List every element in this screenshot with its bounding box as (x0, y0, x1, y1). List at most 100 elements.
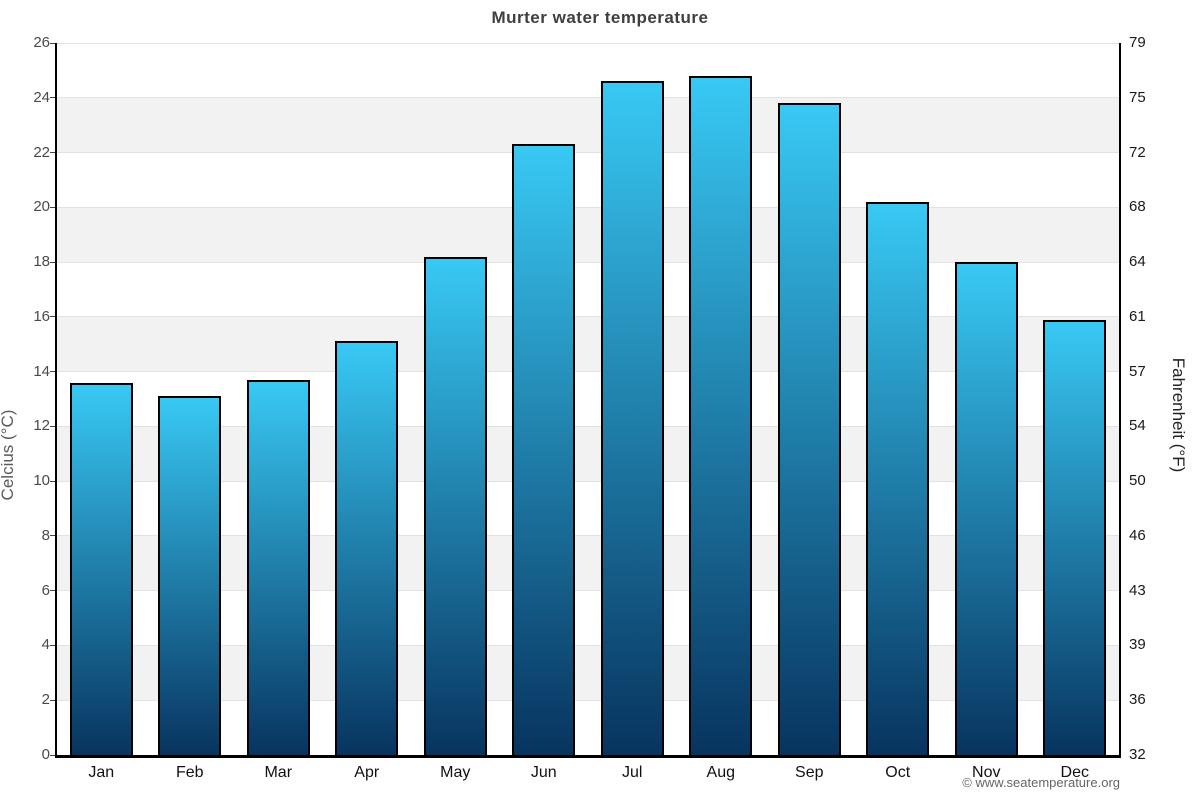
y-left-tick-label: 26 (33, 34, 50, 51)
x-tick-label-jul: Jul (622, 764, 643, 781)
y-right-tick-label: 39 (1129, 636, 1146, 654)
y-left-tick-mark (50, 152, 57, 154)
y-left-tick-label: 16 (33, 307, 50, 325)
grid-band-white (57, 152, 1119, 208)
gridline-6c (57, 590, 1119, 592)
y-left-tick-label: 24 (33, 88, 50, 106)
grid-band-white (57, 371, 1119, 427)
y-right-tick-label: 57 (1129, 362, 1146, 380)
x-tick-label-nov: Nov (972, 764, 1001, 781)
gridline-4c (57, 644, 1119, 646)
y-left-tick-mark (50, 206, 57, 208)
y-left-tick-label: 14 (33, 362, 50, 380)
grid-band-white (57, 481, 1119, 536)
y-left-tick-mark (50, 699, 57, 701)
y-right-tick-label: 43 (1129, 581, 1146, 599)
grid-band-gray (57, 316, 1119, 372)
y-right-tick-label: 61 (1129, 307, 1146, 325)
x-tick-label-feb: Feb (175, 764, 204, 781)
grid-band-gray (57, 535, 1119, 591)
y-right-tick-label: 36 (1129, 691, 1146, 709)
y-axis-right-title: Fahrenheit (°F) (1169, 357, 1188, 473)
gridline-22c (57, 152, 1119, 154)
bar-oct (866, 201, 930, 755)
grid-band-gray (57, 426, 1119, 482)
x-tick-label-oct: Oct (885, 764, 911, 781)
footer-credit: © www.seatemperature.org (962, 775, 1120, 790)
y-right-tick-label: 50 (1129, 472, 1146, 490)
y-axis-right-line (1119, 43, 1121, 757)
y-right-tick-label: 64 (1129, 253, 1146, 271)
x-tick-label-mar: Mar (264, 764, 293, 781)
gridline-2c (57, 699, 1119, 701)
y-left-tick-label: 6 (41, 581, 50, 599)
gridline-10c (57, 480, 1119, 482)
grid-band-white (57, 700, 1119, 755)
bar-sep (777, 103, 841, 755)
y-right-tick-label: 46 (1129, 526, 1146, 544)
bar-aug (689, 75, 753, 755)
grid-band-white (57, 590, 1119, 646)
y-left-tick-mark (50, 535, 57, 537)
x-axis-line (55, 755, 1121, 758)
y-left-tick-label: 8 (41, 526, 50, 544)
grid-band-gray (57, 645, 1119, 701)
y-right-tick-label: 32 (1129, 746, 1146, 763)
gridline-8c (57, 535, 1119, 537)
bar-mar (246, 379, 310, 755)
x-tick-label-apr: Apr (354, 764, 380, 781)
y-axis-left-line (55, 43, 57, 757)
gridline-20c (57, 206, 1119, 208)
x-tick-label-sep: Sep (795, 764, 824, 781)
y-left-tick-mark (50, 261, 57, 263)
gridline-14c (57, 371, 1119, 373)
gridline-12c (57, 425, 1119, 427)
y-right-tick-label: 75 (1129, 88, 1146, 106)
bar-may (423, 256, 487, 755)
y-right-tick-label: 68 (1129, 198, 1146, 216)
y-left-tick-label: 2 (41, 691, 50, 709)
grid-band-gray (57, 207, 1119, 263)
y-left-tick-label: 0 (41, 746, 50, 763)
gridline-16c (57, 316, 1119, 318)
y-left-tick-mark (50, 754, 57, 756)
grid-band-white (57, 43, 1119, 98)
y-left-tick-mark (50, 371, 57, 373)
y-left-tick-label: 22 (33, 143, 50, 161)
gridline-24c (57, 97, 1119, 99)
gridline-18c (57, 261, 1119, 263)
y-left-tick-mark (50, 97, 57, 99)
y-right-tick-label: 72 (1129, 143, 1146, 161)
y-left-tick-mark (50, 316, 57, 318)
y-left-tick-mark (50, 480, 57, 482)
x-tick-label-dec: Dec (1060, 764, 1089, 781)
bar-jan (69, 382, 133, 755)
y-left-tick-mark (50, 42, 57, 44)
chart-title: Murter water temperature (491, 8, 709, 27)
y-right-tick-label: 54 (1129, 417, 1146, 435)
bar-jun (512, 144, 576, 755)
x-tick-label-jan: Jan (88, 764, 115, 781)
bar-feb (158, 396, 222, 755)
grid-band-gray (57, 97, 1119, 153)
y-left-tick-label: 10 (33, 472, 50, 490)
y-right-tick-label: 79 (1129, 34, 1146, 51)
bar-jul (600, 81, 664, 755)
bar-nov (954, 262, 1018, 755)
y-left-tick-mark (50, 644, 57, 646)
grid-band-white (57, 262, 1119, 317)
x-tick-label-aug: Aug (706, 764, 735, 781)
y-axis-left-title: Celcius (°C) (0, 409, 17, 501)
y-left-tick-label: 20 (33, 198, 50, 216)
y-left-tick-label: 18 (33, 253, 50, 271)
x-tick-label-may: May (440, 764, 471, 781)
gridline-26c (57, 42, 1119, 44)
y-left-tick-mark (50, 590, 57, 592)
y-left-tick-mark (50, 425, 57, 427)
y-left-tick-label: 12 (33, 417, 50, 435)
bar-dec (1043, 319, 1107, 755)
y-left-tick-label: 4 (41, 636, 50, 654)
bar-apr (335, 341, 399, 755)
x-tick-label-jun: Jun (530, 764, 557, 781)
